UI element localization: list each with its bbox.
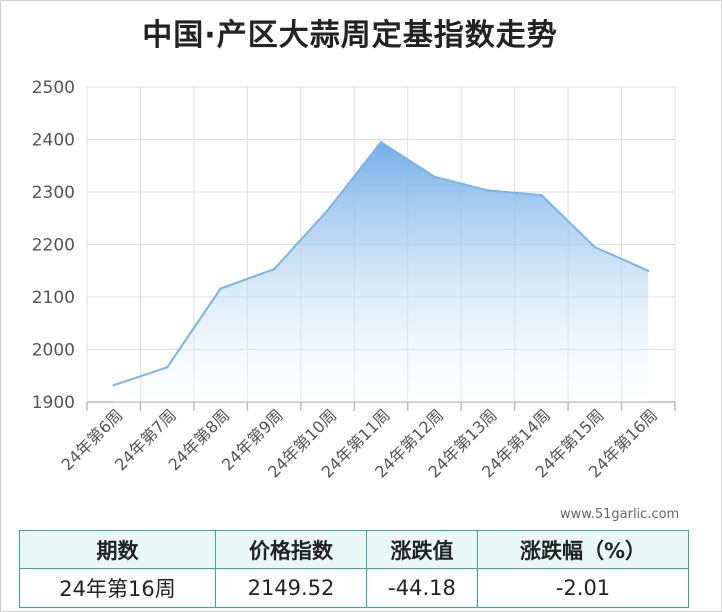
table-cell: -44.18 bbox=[366, 568, 478, 608]
data-point bbox=[112, 384, 115, 387]
y-tick-label: 2500 bbox=[32, 78, 75, 98]
data-point bbox=[540, 193, 543, 197]
watermark: www.51garlic.com bbox=[560, 507, 680, 522]
table-cell: 2149.52 bbox=[215, 568, 367, 608]
table-header-cell: 价格指数 bbox=[215, 530, 367, 569]
area-series bbox=[112, 140, 650, 402]
data-point bbox=[486, 189, 490, 192]
table-header-cell: 涨跌幅（%） bbox=[477, 530, 689, 569]
data-point bbox=[272, 267, 276, 271]
area-chart: 1900 2000 2100 2200 2300 2400 2500 24年第6周24年第7… bbox=[32, 78, 676, 482]
table-header-cell: 期数 bbox=[19, 530, 216, 569]
y-tick-label: 2000 bbox=[32, 341, 75, 361]
chart-title: 中国·产区大蒜周定基指数走势 bbox=[142, 18, 558, 53]
data-point bbox=[165, 366, 169, 369]
area-fill bbox=[113, 142, 649, 402]
data-point bbox=[219, 287, 222, 290]
table-cell: -2.01 bbox=[477, 568, 689, 608]
y-tick-label: 2300 bbox=[32, 183, 75, 203]
y-tick-label: 2400 bbox=[32, 131, 75, 151]
table-header-cell: 涨跌值 bbox=[366, 530, 478, 569]
summary-table: 期数 价格指数 涨跌值 涨跌幅（%） 24年第16周 2149.52 -44.1… bbox=[19, 530, 689, 608]
data-point bbox=[647, 269, 650, 272]
x-axis-ticks: 24年第6周24年第7周24年第8周24年第9周24年第10周24年第11周24… bbox=[58, 405, 662, 481]
data-point bbox=[433, 175, 436, 178]
data-point bbox=[593, 245, 597, 249]
y-axis-ticks: 1900 2000 2100 2200 2300 2400 2500 bbox=[32, 78, 75, 413]
table-cell: 24年第16周 bbox=[19, 568, 216, 608]
data-point bbox=[379, 140, 383, 144]
table-header-row: 期数 价格指数 涨跌值 涨跌幅（%） bbox=[19, 530, 689, 569]
y-tick-label: 2100 bbox=[32, 288, 75, 308]
y-tick-label: 1900 bbox=[32, 393, 75, 413]
table-row: 24年第16周 2149.52 -44.18 -2.01 bbox=[19, 568, 689, 608]
y-tick-label: 2200 bbox=[32, 236, 75, 256]
data-point bbox=[326, 209, 329, 212]
